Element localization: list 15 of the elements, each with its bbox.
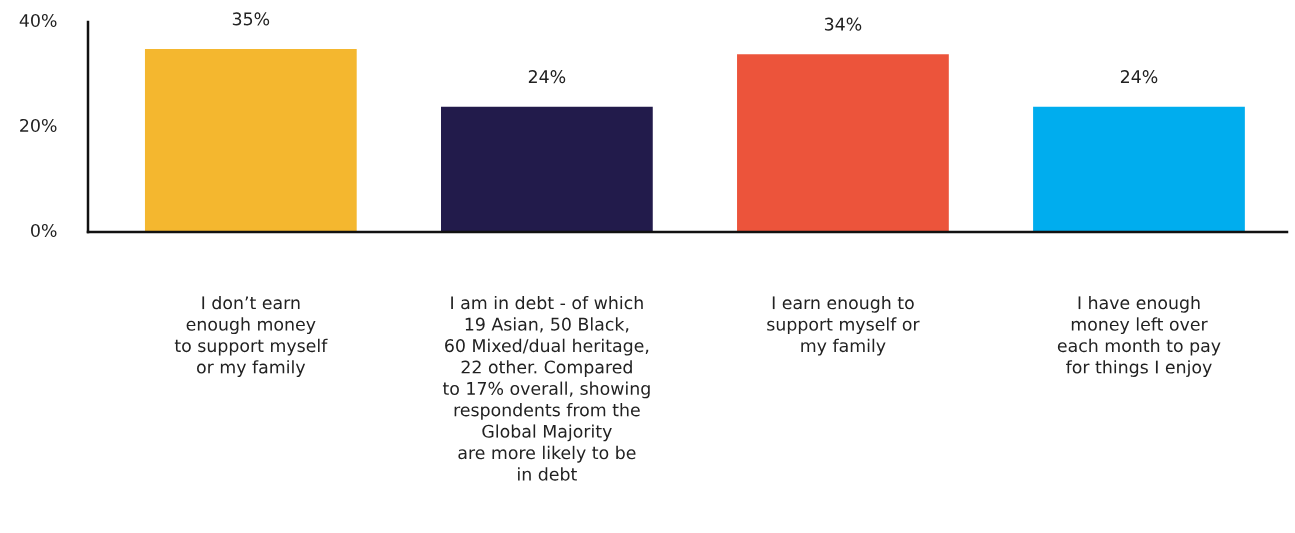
bar	[735, 52, 951, 232]
data-label: 34%	[824, 17, 862, 31]
data-label: 24%	[1120, 70, 1158, 84]
data-label: 24%	[528, 70, 566, 84]
bar	[439, 105, 655, 232]
x-tick-label: I earn enough to support myself or my family	[767, 295, 920, 356]
category-label: I am in debt - of which 19 Asian, 50 Black, 60 Mixed/dual heritage, 22 other. Compared to 17% overall, showing respondents from the Global Majority are more likely to be in debt	[442, 295, 650, 481]
x-tick-label: I don’t earn enough money to support myself or my family	[174, 295, 328, 377]
y-tick-label: 0%	[31, 223, 57, 238]
data-label: 35%	[232, 12, 270, 26]
x-tick-label: I have enough money left over each month to pay for things I enjoy	[1057, 295, 1221, 377]
bar	[143, 47, 359, 232]
y-tick-label: 20%	[20, 118, 57, 133]
y-tick-label: 40%	[19, 13, 57, 28]
bar	[1031, 105, 1247, 232]
